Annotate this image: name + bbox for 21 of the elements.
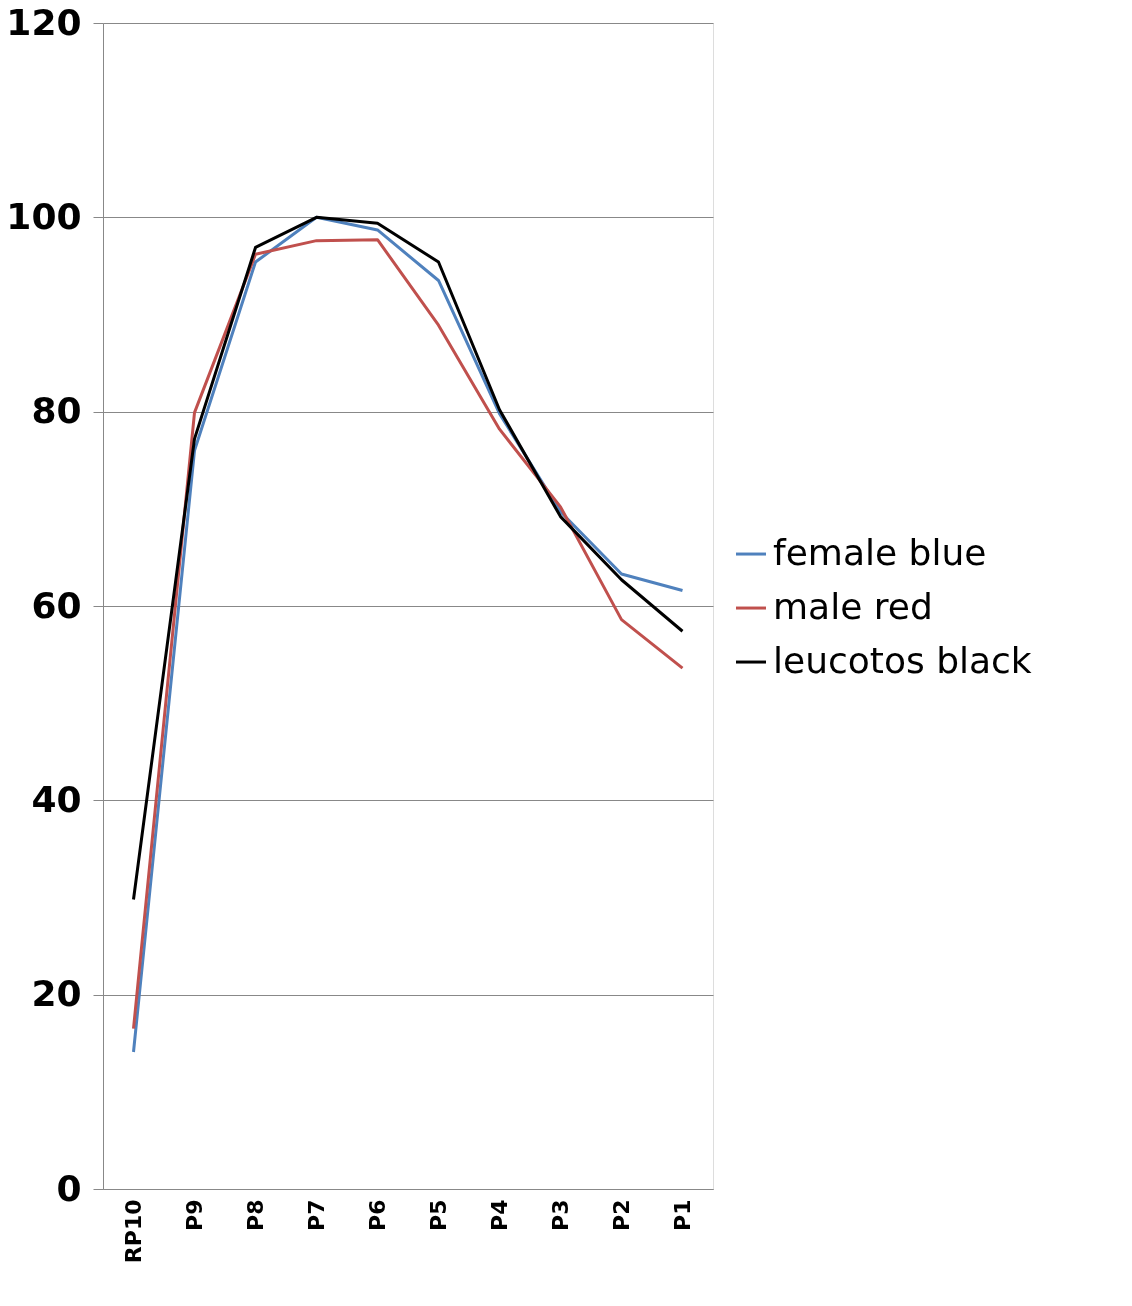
y-tick-label: 40 [31, 778, 82, 820]
y-tick-label: 120 [6, 1, 82, 43]
x-tick-label: P8 [243, 1199, 268, 1231]
y-tick-label: 80 [31, 390, 82, 432]
x-tick-label: RP10 [121, 1199, 146, 1264]
x-tick-label: P5 [426, 1199, 451, 1231]
legend-label: leucotos black [773, 640, 1032, 682]
x-tick-label: P1 [670, 1199, 695, 1231]
x-tick-label: P9 [182, 1199, 207, 1231]
legend-label: female blue [773, 532, 987, 574]
line-series [132, 215, 684, 901]
x-tick-label: P2 [609, 1199, 634, 1231]
y-tick-label: 0 [56, 1167, 82, 1209]
y-tick-label: 100 [6, 195, 82, 237]
y-tick-label: 20 [31, 973, 82, 1015]
x-tick-label: P7 [304, 1199, 329, 1231]
x-tick-label: P6 [365, 1199, 390, 1231]
y-tick-label: 60 [31, 584, 82, 626]
x-tick-label: P4 [487, 1199, 512, 1231]
legend-label: male red [773, 586, 933, 628]
x-tick-label: P3 [548, 1199, 573, 1231]
